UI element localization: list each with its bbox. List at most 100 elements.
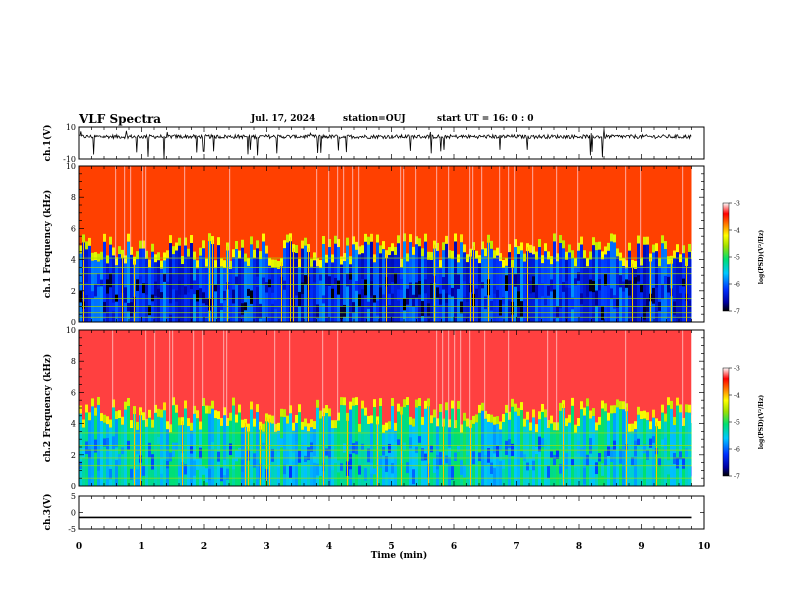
spectrogram-cell xyxy=(556,306,559,319)
spectrogram-cell xyxy=(358,246,361,255)
spectrogram-cell xyxy=(385,456,388,472)
spectrogram-cell xyxy=(112,436,115,450)
spectrogram-cell xyxy=(271,259,274,268)
spectrogram-cell xyxy=(337,412,340,421)
spectrogram-cell xyxy=(382,294,385,306)
spectrogram-cell xyxy=(325,254,328,263)
spectrogram-cell xyxy=(181,264,184,322)
spectrogram-cell xyxy=(361,443,364,451)
spectrogram-cell xyxy=(652,252,655,322)
spectrogram-cell xyxy=(91,291,94,299)
spectrogram-cell xyxy=(364,407,367,416)
spectrogram-cell xyxy=(91,252,94,261)
y-tick-label: 2 xyxy=(71,287,76,296)
spectrogram-cell xyxy=(664,249,667,322)
ch2-colorbar-ticks: -3 -4 -5 -6 -7 xyxy=(729,366,740,481)
spectrogram-streak xyxy=(83,238,84,322)
spectrogram-cell xyxy=(100,259,103,322)
spectrogram-cell xyxy=(94,283,97,297)
spectrogram-cell xyxy=(205,405,208,414)
spectrogram-cell xyxy=(454,420,457,429)
spectrogram-cell xyxy=(544,297,547,306)
spectrogram-cell xyxy=(352,443,355,454)
spectrogram-cell xyxy=(442,277,445,290)
spectrogram-cell xyxy=(541,411,544,486)
colorbar-tick-label: -3 xyxy=(734,366,740,373)
spectrogram-cell xyxy=(508,244,511,253)
spectrogram-streak xyxy=(428,402,429,486)
spectrogram-cell xyxy=(130,428,133,486)
spectrogram-cell xyxy=(571,405,574,486)
spectrogram-cell xyxy=(541,403,544,412)
spectrogram-cell xyxy=(619,252,622,261)
spectrogram-streak xyxy=(415,166,417,245)
spectrogram-cell xyxy=(589,251,592,260)
spectrogram-cell xyxy=(130,302,133,317)
spectrogram-cell xyxy=(379,245,382,254)
spectrogram-cell xyxy=(286,283,289,297)
spectrogram-cell xyxy=(595,250,598,322)
spectrogram-cell xyxy=(574,278,577,286)
spectrogram-cell xyxy=(247,288,250,296)
spectrogram-cell xyxy=(178,425,181,486)
spectrogram-cell xyxy=(688,243,691,252)
ch2-spectrogram-image xyxy=(79,330,704,486)
spectrogram-cell xyxy=(406,397,409,406)
spectrogram-cell xyxy=(385,250,388,259)
spectrogram-cell xyxy=(136,454,139,470)
spectrogram-cell xyxy=(313,282,316,298)
spectrogram-cell xyxy=(664,241,667,250)
spectrogram-cell xyxy=(664,275,667,285)
y-tick-label: 4 xyxy=(71,256,76,265)
spectrogram-cell xyxy=(193,251,196,260)
spectrogram-cell xyxy=(142,240,145,249)
spectrogram-cell xyxy=(484,248,487,257)
spectrogram-cell xyxy=(112,399,115,408)
spectrogram-cell xyxy=(100,413,103,422)
colorbar-tick-label: -7 xyxy=(734,474,740,481)
spectrogram-cell xyxy=(304,455,307,463)
spectrogram-cell xyxy=(121,447,124,455)
spectrogram-cell xyxy=(319,268,322,322)
spectrogram-cell xyxy=(658,420,661,429)
spectrogram-cell xyxy=(238,404,241,413)
spectrogram-cell xyxy=(331,470,334,479)
spectrogram-cell xyxy=(352,397,355,406)
spectrogram-cell xyxy=(520,250,523,322)
y-tick-label: 10 xyxy=(66,123,76,132)
spectrogram-cell xyxy=(529,280,532,294)
spectrogram-cell xyxy=(397,411,400,486)
spectrogram-cell xyxy=(358,431,361,486)
spectrogram-cell xyxy=(493,250,496,259)
spectrogram-streak xyxy=(442,330,444,427)
spectrogram-cell xyxy=(334,420,337,429)
spectrogram-cell xyxy=(394,246,397,255)
spectrogram-cell xyxy=(667,264,670,322)
spectrogram-cell xyxy=(295,253,298,322)
spectrogram-cell xyxy=(673,250,676,259)
spectrogram-cell xyxy=(160,292,163,299)
spectrogram-cell xyxy=(463,464,466,478)
colorbar-tick-label: -6 xyxy=(734,447,740,454)
spectrogram-cell xyxy=(613,405,616,414)
spectrogram-cell xyxy=(613,234,616,243)
spectrogram-cell xyxy=(337,420,340,486)
spectrogram-cell xyxy=(283,280,286,290)
spectrogram-streak xyxy=(260,425,261,486)
spectrogram-cell xyxy=(541,283,544,297)
spectrogram-cell xyxy=(292,452,295,462)
spectrogram-cell xyxy=(577,418,580,427)
spectrogram-cell xyxy=(376,242,379,322)
spectrogram-cell xyxy=(262,423,265,432)
spectrogram-cell xyxy=(454,275,457,290)
spectrogram-cell xyxy=(289,413,292,486)
y-tick-label: 8 xyxy=(71,193,76,202)
spectrogram-cell xyxy=(343,304,346,317)
spectrogram-streak xyxy=(323,412,324,486)
spectrogram-cell xyxy=(295,414,298,423)
spectrogram-cell xyxy=(544,243,547,252)
spectrogram-cell xyxy=(592,280,595,293)
spectrogram-cell xyxy=(637,243,640,322)
spectrogram-cell xyxy=(646,244,649,322)
spectrogram-cell xyxy=(229,268,232,322)
